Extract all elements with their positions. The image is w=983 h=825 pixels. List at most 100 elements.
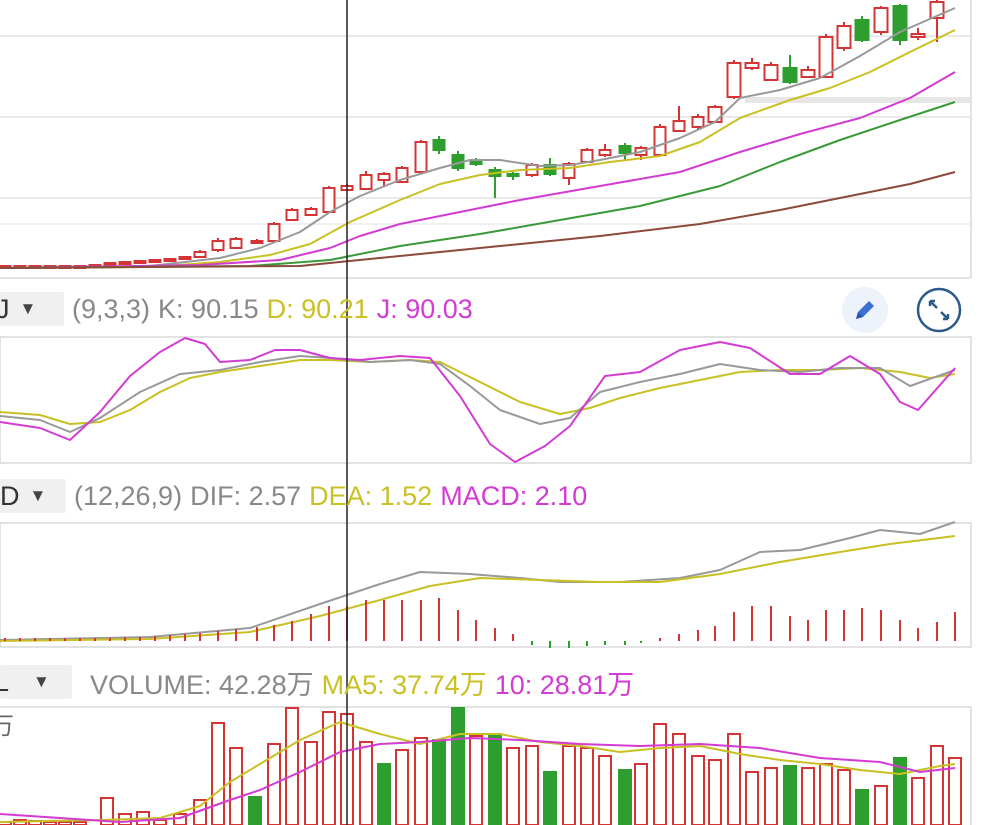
candle-body <box>782 67 798 83</box>
ma-line-brown <box>0 171 956 269</box>
kdj-k-line <box>0 355 956 433</box>
volume-bar <box>173 813 187 825</box>
candle-body <box>322 187 336 213</box>
volume-ma5-line <box>0 721 956 823</box>
kdj-frame <box>0 336 972 464</box>
candle-body <box>211 240 225 251</box>
candle-body <box>395 167 409 183</box>
macd-selector-label: D <box>0 480 20 511</box>
volume-bar <box>948 757 962 825</box>
macd-legend: D ▼ (12,26,9) DIF: 2.57 DEA: 1.52 MACD: … <box>0 476 595 516</box>
volume-bar <box>598 755 612 825</box>
pencil-icon[interactable] <box>842 287 888 333</box>
kdj-j-line <box>0 337 956 463</box>
candle-body <box>229 238 243 249</box>
chevron-down-icon: ▼ <box>29 486 47 505</box>
candle-body <box>304 208 318 216</box>
candle-body <box>726 62 742 98</box>
volume-bar <box>432 739 446 825</box>
volume-bar <box>855 789 869 825</box>
volume-bar <box>506 747 520 825</box>
candle-body <box>854 19 870 41</box>
macd-dif-value: DIF: 2.57 <box>190 480 302 511</box>
chevron-down-icon: ▼ <box>33 672 50 691</box>
volume-indicator-dropdown[interactable]: L ▼ <box>0 665 72 699</box>
candle-body <box>148 259 162 263</box>
volume-bar <box>930 745 944 825</box>
candle-body <box>707 106 723 123</box>
kdj-selector-label: J <box>0 293 10 324</box>
candle-body <box>873 7 889 33</box>
candle-body <box>580 149 594 163</box>
candle-body <box>744 62 760 69</box>
candle-body <box>163 258 177 262</box>
candle-body <box>133 260 147 264</box>
candle-body <box>598 149 612 156</box>
ma-line-gray <box>0 7 956 269</box>
volume-bar <box>580 747 594 825</box>
volume-bar <box>73 821 87 825</box>
volume-bar <box>322 711 336 825</box>
candle-body <box>118 261 132 265</box>
expand-icon[interactable] <box>916 287 962 333</box>
volume-bar <box>488 735 502 825</box>
volume-bar <box>414 737 428 825</box>
volume-selector-label: L <box>0 666 10 697</box>
volume-bar <box>911 777 925 825</box>
candle-body <box>800 69 816 78</box>
candle-body <box>414 141 428 173</box>
volume-bar <box>634 763 648 825</box>
macd-macd-value: MACD: 2.10 <box>440 480 588 511</box>
volume-bar <box>745 771 759 825</box>
candlestick-panel <box>0 0 972 279</box>
volume-axis-unit: 万 <box>0 713 14 740</box>
ma-line-magenta <box>0 71 956 269</box>
candle-body <box>836 25 852 49</box>
kdj-legend: J ▼ (9,3,3) K: 90.15 D: 90.21 J: 90.03 <box>0 289 481 329</box>
volume-bar <box>211 722 225 825</box>
volume-bar <box>229 747 243 825</box>
macd-frame <box>0 522 972 648</box>
volume-bar <box>525 745 539 825</box>
candle-body <box>910 33 926 38</box>
volume-bar <box>764 767 778 825</box>
volume-bar <box>691 755 705 825</box>
volume-ma5-value: MA5: 37.74万 <box>321 669 487 700</box>
candle-body <box>432 139 446 151</box>
volume-bar <box>100 797 114 825</box>
ma-line-green <box>0 101 956 269</box>
volume-bar <box>395 749 409 825</box>
volume-bar <box>727 733 741 825</box>
chevron-down-icon: ▼ <box>19 299 37 318</box>
macd-dea-line <box>0 535 956 642</box>
volume-bar <box>708 759 722 825</box>
volume-value: VOLUME: 42.28万 <box>90 669 314 700</box>
volume-bar <box>58 821 72 825</box>
candle-body <box>250 240 264 244</box>
macd-panel <box>0 521 972 648</box>
volume-bar <box>304 741 318 825</box>
volume-bar <box>801 767 815 825</box>
volume-bar <box>874 785 888 825</box>
volume-ma10-value: 10: 28.81万 <box>494 669 635 700</box>
volume-bar <box>543 771 557 825</box>
volume-bar <box>359 741 373 825</box>
price-highlight-band <box>745 97 971 103</box>
kdj-params: (9,3,3) <box>72 293 151 324</box>
volume-bar <box>377 763 391 825</box>
kdj-panel <box>0 336 972 464</box>
volume-bar <box>562 745 576 825</box>
volume-bar <box>451 707 465 825</box>
volume-bar <box>285 707 299 825</box>
kdj-j-value: J: 90.03 <box>376 293 473 324</box>
candle-body <box>763 64 779 81</box>
macd-indicator-dropdown[interactable]: D ▼ <box>0 479 66 513</box>
candle-body <box>359 174 373 190</box>
volume-bar <box>618 769 632 825</box>
macd-params: (12,26,9) <box>74 480 183 511</box>
volume-bar <box>837 769 851 825</box>
volume-bar <box>672 733 686 825</box>
macd-dif-line <box>0 521 956 641</box>
kdj-indicator-dropdown[interactable]: J ▼ <box>0 292 64 326</box>
